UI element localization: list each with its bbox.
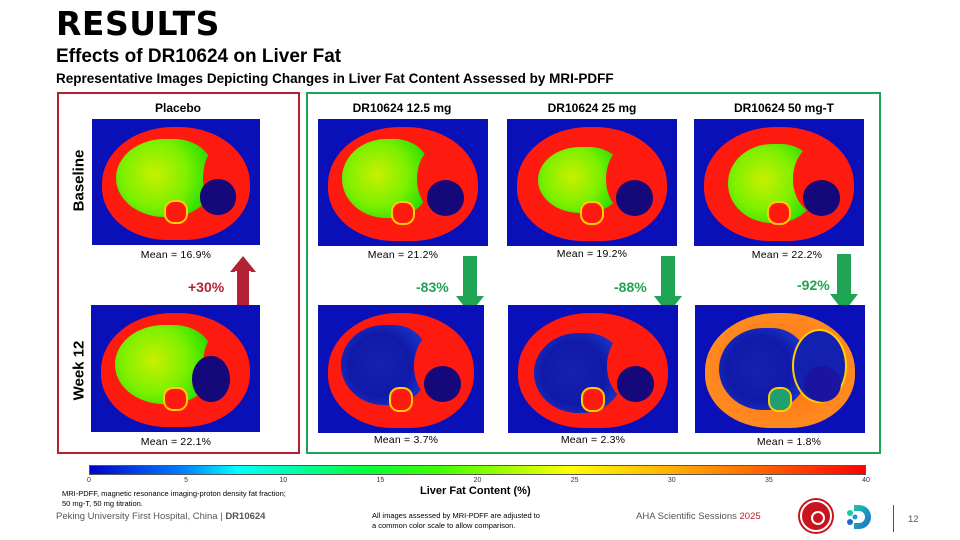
- arrow-up-icon: [230, 256, 256, 312]
- color-scale-tick: 30: [667, 477, 676, 484]
- arrow-down-icon: [830, 254, 858, 312]
- col-label-placebo: Placebo: [154, 101, 202, 115]
- source-text: Peking University First Hospital, China …: [56, 511, 265, 522]
- note-line: a common color scale to allow comparison…: [372, 521, 516, 530]
- change-12-5mg: -83%: [416, 279, 449, 295]
- conference-label: AHA Scientific Sessions 2025: [636, 511, 761, 522]
- source-drug: DR10624: [225, 511, 266, 522]
- mean-50mg-t-week12: Mean = 1.8%: [756, 436, 822, 448]
- color-scale-tick: 40: [862, 477, 870, 484]
- change-50mg-t: -92%: [797, 277, 830, 293]
- conference-year: 2025: [739, 511, 761, 522]
- slide-subtitle: Effects of DR10624 on Liver Fat: [56, 46, 342, 67]
- mri-12-5mg-baseline: [318, 119, 488, 246]
- col-label-50mg-t: DR10624 50 mg-T: [733, 101, 835, 115]
- color-scale-tick: 20: [473, 477, 482, 484]
- slide-description: Representative Images Depicting Changes …: [56, 71, 614, 86]
- change-25mg: -88%: [614, 279, 647, 295]
- mean-50mg-t-baseline: Mean = 22.2%: [751, 249, 823, 261]
- university-seal-logo: [800, 500, 832, 532]
- mri-12-5mg-week12: [318, 305, 484, 433]
- page-number: 12: [908, 514, 919, 525]
- color-scale-tick: 5: [184, 477, 189, 484]
- color-scale-tick: 0: [87, 477, 91, 484]
- col-label-25mg: DR10624 25 mg: [547, 101, 637, 115]
- note-line: All images assessed by MRI-PDFF are adju…: [372, 511, 540, 520]
- color-scale-tick: 15: [376, 477, 385, 484]
- slide-title: RESULTS: [56, 4, 220, 43]
- source-institution: Peking University First Hospital, China …: [56, 511, 226, 522]
- mri-50mg-t-week12: [695, 305, 865, 433]
- col-label-12-5mg: DR10624 12.5 mg: [352, 101, 452, 115]
- mri-25mg-baseline: [507, 119, 677, 246]
- mean-placebo-week12: Mean = 22.1%: [140, 436, 212, 448]
- mean-12-5mg-baseline: Mean = 21.2%: [367, 249, 439, 261]
- row-label-week12: Week 12: [70, 340, 88, 401]
- company-logo-icon: [847, 505, 871, 529]
- mean-12-5mg-week12: Mean = 3.7%: [373, 434, 439, 446]
- color-scale-tick: 25: [570, 477, 579, 484]
- mean-25mg-baseline: Mean = 19.2%: [556, 248, 628, 260]
- drug-panel: [306, 92, 881, 454]
- mri-placebo-baseline: [92, 119, 260, 245]
- mean-25mg-week12: Mean = 2.3%: [560, 434, 626, 446]
- mean-placebo-baseline: Mean = 16.9%: [140, 249, 212, 261]
- footnote: MRI-PDFF, magnetic resonance imaging-pro…: [62, 489, 392, 509]
- mri-placebo-week12: [91, 305, 260, 432]
- conference-name: AHA Scientific Sessions: [636, 511, 740, 522]
- color-scale-note: All images assessed by MRI-PDFF are adju…: [372, 511, 602, 531]
- footnote-line: MRI-PDFF, magnetic resonance imaging-pro…: [62, 489, 286, 498]
- footer-divider: [893, 505, 894, 532]
- change-placebo: +30%: [188, 279, 225, 295]
- color-scale-bar: [89, 465, 866, 475]
- mri-50mg-t-baseline: [694, 119, 864, 246]
- color-scale-label: Liver Fat Content (%): [420, 485, 531, 497]
- mri-25mg-week12: [508, 305, 678, 433]
- color-scale-tick: 10: [279, 477, 288, 484]
- footnote-line: 50 mg-T, 50 mg titration.: [62, 499, 143, 508]
- color-scale-tick: 35: [764, 477, 773, 484]
- placebo-panel: [57, 92, 300, 454]
- row-label-baseline: Baseline: [70, 149, 88, 212]
